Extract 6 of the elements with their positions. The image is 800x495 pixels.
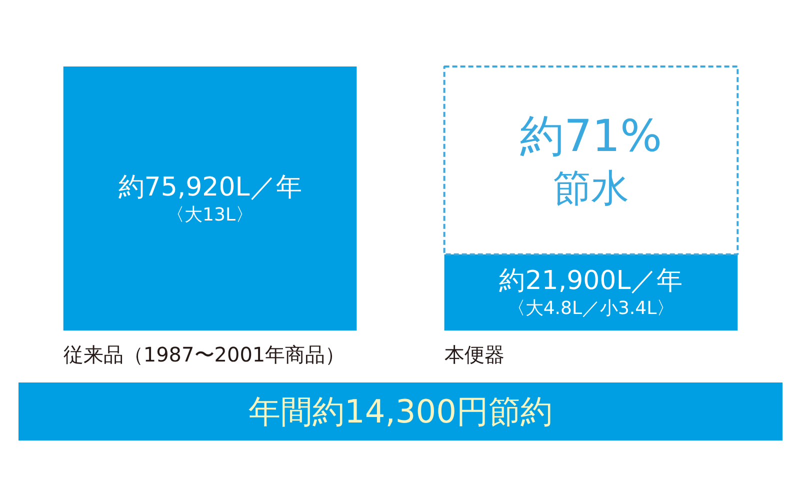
x-tick-label: 従来品（1987〜2001年商品） xyxy=(63,342,346,366)
x-tick-label: 本便器 xyxy=(444,342,504,366)
data-label: 約75,920L／年〈大13L〉 xyxy=(118,172,302,226)
data-label: 約71%節水 xyxy=(520,111,662,210)
data-label: 約21,900L／年〈大4.8L／小3.4L〉 xyxy=(499,266,683,320)
text: 年間約14,300円節約 xyxy=(248,392,552,430)
